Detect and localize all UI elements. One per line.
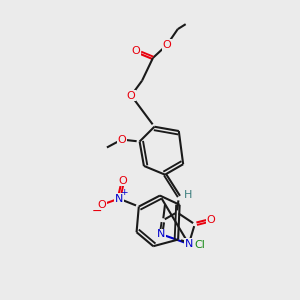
Text: O: O (98, 200, 106, 210)
Text: H: H (184, 190, 192, 200)
Text: O: O (127, 91, 136, 100)
Text: Cl: Cl (194, 241, 206, 250)
Text: +: + (120, 188, 128, 197)
Text: N: N (184, 239, 193, 249)
Text: N: N (157, 229, 165, 239)
Text: O: O (206, 215, 215, 225)
Text: O: O (163, 40, 171, 50)
Text: O: O (118, 176, 127, 186)
Text: −: − (92, 205, 102, 218)
Text: N: N (115, 194, 123, 204)
Text: O: O (132, 46, 140, 56)
Text: O: O (117, 134, 126, 145)
